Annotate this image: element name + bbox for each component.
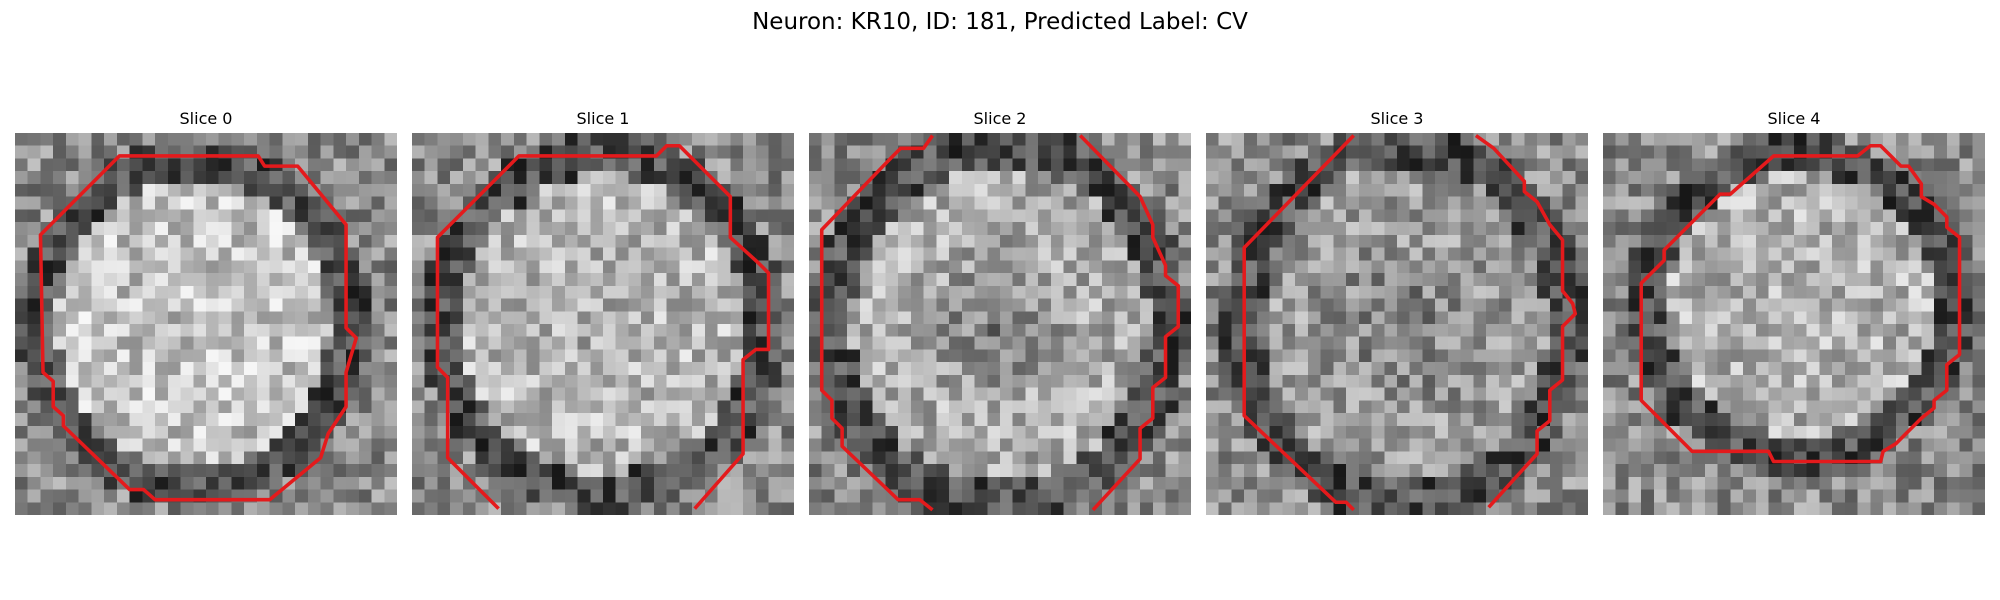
roi-contour — [38, 154, 359, 502]
panel-slice-2: Slice 2 — [809, 108, 1191, 524]
roi-contour — [435, 143, 771, 510]
roi-contour — [1639, 143, 1962, 464]
roi-contour — [1242, 134, 1578, 512]
pixel-grid — [1206, 133, 1588, 515]
panel-title: Slice 4 — [1767, 109, 1821, 128]
slice-image — [1603, 133, 1985, 515]
slice-image — [1206, 133, 1588, 515]
panel-title: Slice 3 — [1370, 109, 1424, 128]
figure-title: Neuron: KR10, ID: 181, Predicted Label: … — [752, 9, 1248, 35]
slice-image — [15, 133, 397, 515]
panel-slice-1: Slice 1 — [412, 108, 794, 524]
pixel-grid — [1603, 133, 1985, 515]
roi-contour — [819, 134, 1181, 512]
panel-slice-0: Slice 0 — [15, 108, 397, 524]
slice-image — [809, 133, 1191, 515]
pixel-grid — [809, 133, 1191, 515]
panel-slice-4: Slice 4 — [1603, 108, 1985, 524]
slice-image — [412, 133, 794, 515]
panel-title: Slice 2 — [973, 109, 1027, 128]
panel-title: Slice 0 — [179, 109, 233, 128]
panel-slice-3: Slice 3 — [1206, 108, 1588, 524]
pixel-grid — [15, 133, 397, 515]
panel-title: Slice 1 — [576, 109, 630, 128]
pixel-grid — [412, 133, 794, 515]
